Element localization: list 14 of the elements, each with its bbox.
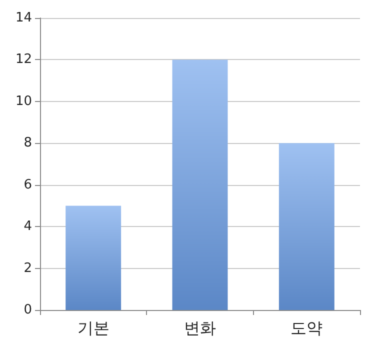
y-tick-label: 6 xyxy=(24,177,32,192)
bar xyxy=(172,60,228,310)
y-tick-label: 0 xyxy=(24,302,32,318)
bar xyxy=(278,143,334,310)
x-tick-label: 변화 xyxy=(184,318,216,338)
x-tick-label: 기본 xyxy=(77,318,110,338)
bar xyxy=(66,206,122,310)
y-tick-label: 2 xyxy=(24,260,32,276)
y-tick-label: 8 xyxy=(24,136,32,151)
y-tick-label: 14 xyxy=(15,10,32,26)
y-tick-label: 10 xyxy=(15,94,32,109)
x-tick-label: 도약 xyxy=(290,318,323,338)
y-tick-label: 4 xyxy=(24,219,32,234)
y-tick-label: 12 xyxy=(15,52,32,68)
